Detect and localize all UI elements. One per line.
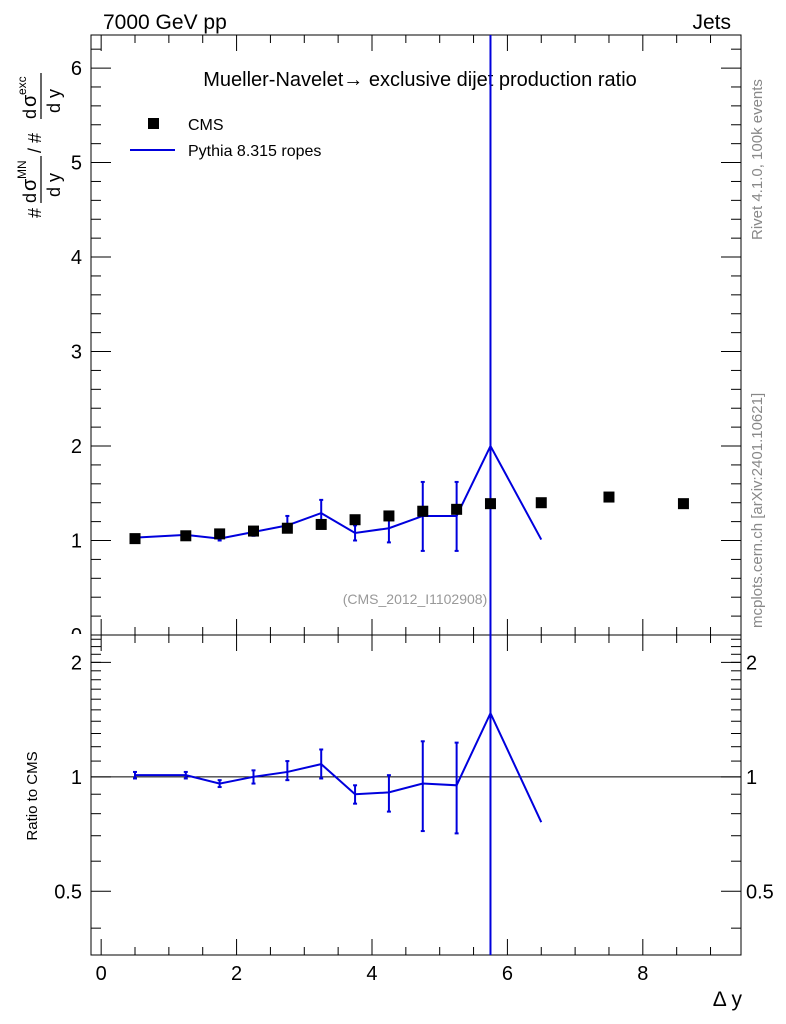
legend-marker-cms	[148, 118, 159, 129]
legend: CMS Pythia 8.315 ropes	[130, 117, 321, 160]
main-y-tick-label: 2	[71, 436, 82, 458]
cms-data-point	[214, 528, 226, 540]
cms-data-point	[315, 518, 327, 530]
ylabel-sigma-1: σ	[19, 178, 41, 191]
x-axis-label: Δ y	[713, 988, 743, 1011]
legend-label-pythia: Pythia 8.315 ropes	[188, 143, 321, 160]
cms-data-point	[248, 525, 259, 537]
ratio-y-tick-label-right: 1	[746, 767, 757, 789]
cms-data-point	[677, 498, 689, 510]
ylabel-dy-2: d y	[44, 89, 64, 113]
pythia-line	[134, 443, 543, 541]
ratio-y-tick-label-right: 2	[746, 652, 757, 674]
cms-data-point	[451, 503, 463, 515]
main-y-tick-label: 5	[71, 153, 82, 175]
ratio-plot-area: 0 2 4 6 8 0.5 0.5 1 1 2 2	[54, 635, 774, 985]
plot-title: Mueller-Navelet→ exclusive dijet product…	[203, 69, 637, 91]
ylabel-sup-mn: MN	[15, 160, 29, 179]
cms-data-point	[349, 514, 361, 526]
ylabel-slash: / #	[25, 133, 45, 153]
ratio-y-axis-label: Ratio to CMS	[24, 751, 41, 840]
x-tick-label: 8	[637, 963, 648, 985]
ratio-y-tick-label: 0.5	[54, 881, 82, 903]
cms-data-point	[383, 510, 395, 522]
header-right: Jets	[692, 11, 731, 34]
cms-data-point	[484, 498, 496, 510]
main-y-tick-label: 1	[71, 531, 82, 553]
rivet-version-text: Rivet 4.1.0, 100k events	[749, 79, 766, 240]
ratio-y-tick-label: 1	[71, 767, 82, 789]
main-plot-area: 1 2 3 4 5 6 0	[71, 35, 741, 647]
cms-data-point	[535, 497, 547, 509]
ratio-pythia-line	[135, 710, 543, 823]
ratio-y-tick-label-right: 0.5	[746, 881, 774, 903]
ylabel-hash-1: #	[25, 208, 45, 218]
ratio-plot-frame	[90, 634, 742, 956]
legend-label-cms: CMS	[188, 117, 224, 134]
x-tick-label: 0	[96, 963, 107, 985]
main-y-tick-label: 3	[71, 342, 82, 364]
main-y-axis-label: # d σ MN d y / # d σ exc d y	[15, 73, 64, 218]
cms-data-point	[129, 533, 141, 545]
header-left: 7000 GeV pp	[103, 11, 227, 34]
ylabel-sup-exc: exc	[15, 76, 29, 95]
analysis-watermark: (CMS_2012_I1102908)	[343, 591, 488, 607]
main-y-tick-label: 6	[71, 58, 82, 80]
ylabel-dy-1: d y	[44, 173, 64, 197]
cms-data-point	[417, 505, 429, 517]
main-y-tick-label: 4	[71, 247, 82, 269]
cms-data-point	[603, 491, 615, 503]
ylabel-d-2: d	[20, 109, 40, 119]
x-tick-label: 4	[366, 963, 377, 985]
main-y-tick-label-zero: 0	[71, 625, 82, 647]
cms-data-point	[281, 522, 293, 534]
ratio-y-tick-label: 2	[71, 652, 82, 674]
ylabel-d-1: d	[20, 193, 40, 203]
ylabel-sigma-2: σ	[19, 94, 41, 107]
mcplots-credit-text: mcplots.cern.ch [arXiv:2401.10621]	[749, 393, 766, 628]
x-tick-label: 6	[502, 963, 513, 985]
x-tick-label: 2	[231, 963, 242, 985]
cms-data-point	[180, 530, 192, 542]
